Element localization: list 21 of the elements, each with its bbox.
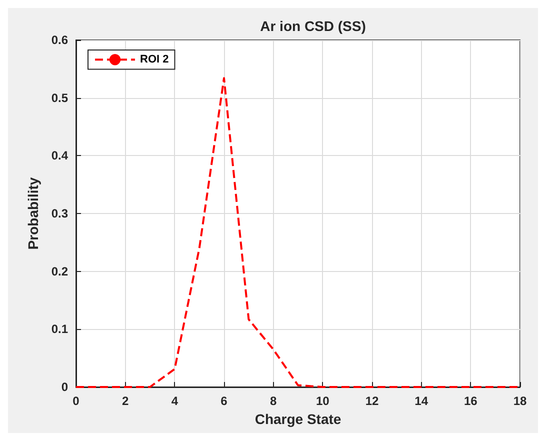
y-tick-label: 0 bbox=[61, 380, 68, 394]
y-tick-label: 0.5 bbox=[51, 90, 68, 105]
chart-title: Ar ion CSD (SS) bbox=[260, 18, 366, 34]
x-tick-label: 16 bbox=[464, 394, 478, 408]
x-tick-label: 12 bbox=[365, 394, 379, 408]
x-tick-label: 4 bbox=[171, 394, 178, 408]
y-tick-label: 0.4 bbox=[51, 148, 68, 163]
x-tick-label: 0 bbox=[72, 394, 80, 408]
y-tick-label: 0.1 bbox=[51, 322, 68, 336]
y-tick-label: 0.3 bbox=[51, 206, 68, 220]
x-axis-title: Charge State bbox=[254, 410, 342, 427]
x-tick-label: 10 bbox=[316, 394, 330, 408]
x-tick-label: 18 bbox=[513, 394, 527, 408]
y-tick-label: 0.6 bbox=[51, 33, 68, 47]
y-axis-title: Probability bbox=[25, 177, 41, 250]
x-tick-label: 14 bbox=[414, 394, 428, 408]
legend-label: ROI 2 bbox=[140, 54, 169, 66]
x-tick-label: 8 bbox=[270, 394, 277, 408]
y-tick-label: 0.2 bbox=[51, 264, 68, 278]
x-tick-label: 2 bbox=[122, 394, 129, 408]
x-tick-label: 6 bbox=[220, 394, 228, 408]
